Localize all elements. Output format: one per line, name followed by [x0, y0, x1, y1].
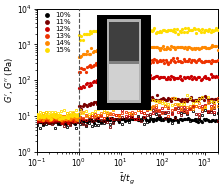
X-axis label: $\bar{t}/t_g$: $\bar{t}/t_g$	[119, 170, 135, 186]
Legend: 10%, 11%, 12%, 13%, 14%, 15%: 10%, 11%, 12%, 13%, 14%, 15%	[39, 12, 72, 54]
Y-axis label: $G^{\prime},\, G^{\prime\prime}$ (Pa): $G^{\prime},\, G^{\prime\prime}$ (Pa)	[4, 57, 15, 103]
